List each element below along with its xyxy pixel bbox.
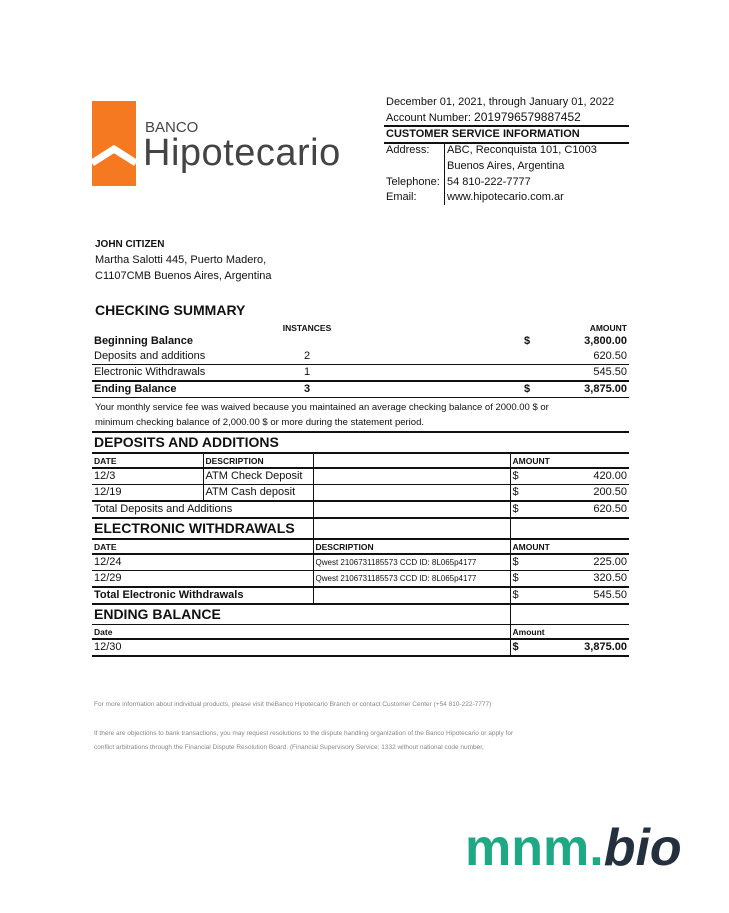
fee-note-1: Your monthly service fee was waived beca… xyxy=(95,402,549,413)
withdrawal-row: 12/24 Qwest 2106731185573 CCD ID: 8L065p4… xyxy=(92,554,629,571)
summary-row: Beginning Balance $3,800.00 xyxy=(94,335,627,347)
statement-period: December 01, 2021, through January 01, 2… xyxy=(386,96,615,108)
withdrawal-row: 12/29 Qwest 2106731185573 CCD ID: 8L065p4… xyxy=(92,570,629,587)
withdrawals-title: ELECTRONIC WITHDRAWALS xyxy=(94,520,295,536)
footer-dispute-1: If there are objections to bank transact… xyxy=(94,730,514,737)
deposits-title: DEPOSITS AND ADDITIONS xyxy=(94,434,279,450)
summary-title: CHECKING SUMMARY xyxy=(95,302,246,318)
summary-table: INSTANCES AMOUNT Beginning Balance $3,800.… xyxy=(92,322,629,398)
deposit-row: 12/3 ATM Check Deposit $420.00 xyxy=(92,468,629,485)
telephone-label: Telephone: xyxy=(386,176,440,188)
address-line2: Buenos Aires, Argentina xyxy=(447,160,565,172)
deposit-total-row: Total Deposits and Additions $620.50 xyxy=(92,501,629,518)
footer-info: For more information about individual pr… xyxy=(94,701,492,708)
logo-banco: BANCO xyxy=(145,119,199,136)
email-label: Email: xyxy=(386,191,417,203)
telephone: 54 810-222-7777 xyxy=(447,176,531,188)
address-line1: ABC, Reconquista 101, C1003 xyxy=(447,144,597,156)
cs-title: CUSTOMER SERVICE INFORMATION xyxy=(386,128,580,140)
col-amount: AMOUNT xyxy=(589,323,627,333)
account-value: 2019796579887452 xyxy=(474,110,581,124)
customer-address1: Martha Salotti 445, Puerto Madero, xyxy=(95,254,267,266)
account-number: Account Number: 2019796579887452 xyxy=(386,110,581,124)
col-instances: INSTANCES xyxy=(282,323,332,333)
summary-row: Electronic Withdrawals 1 545.50 xyxy=(92,364,629,382)
logo-hipotecario: Hipotecario xyxy=(143,132,341,174)
logo-house-icon xyxy=(92,101,136,186)
watermark-logo: mnm.bio xyxy=(465,819,682,877)
summary-row: Deposits and additions 2 620.50 xyxy=(94,350,627,362)
ending-row: 12/30 $3,875.00 xyxy=(92,639,629,656)
withdrawal-total-row: Total Electronic Withdrawals $545.50 xyxy=(92,587,629,604)
deposit-row: 12/19 ATM Cash deposit $200.50 xyxy=(92,484,629,501)
email-link[interactable]: www.hipotecario.com.ar xyxy=(447,191,564,203)
summary-row: Ending Balance 3 $3,875.00 xyxy=(92,381,629,398)
customer-address2: C1107CMB Buenos Aires, Argentina xyxy=(95,270,272,282)
ending-title: ENDING BALANCE xyxy=(94,606,221,622)
fee-note-2: minimum checking balance of 2,000.00 $ o… xyxy=(95,417,424,428)
customer-name: JOHN CITIZEN xyxy=(95,239,165,250)
account-label: Account Number: xyxy=(386,112,471,124)
address-label: Address: xyxy=(386,144,430,156)
footer-dispute-2: conflict arbitrations through the Financ… xyxy=(94,744,484,751)
transactions-table: DEPOSITS AND ADDITIONS DATE DESCRIPTION AM… xyxy=(92,431,629,657)
